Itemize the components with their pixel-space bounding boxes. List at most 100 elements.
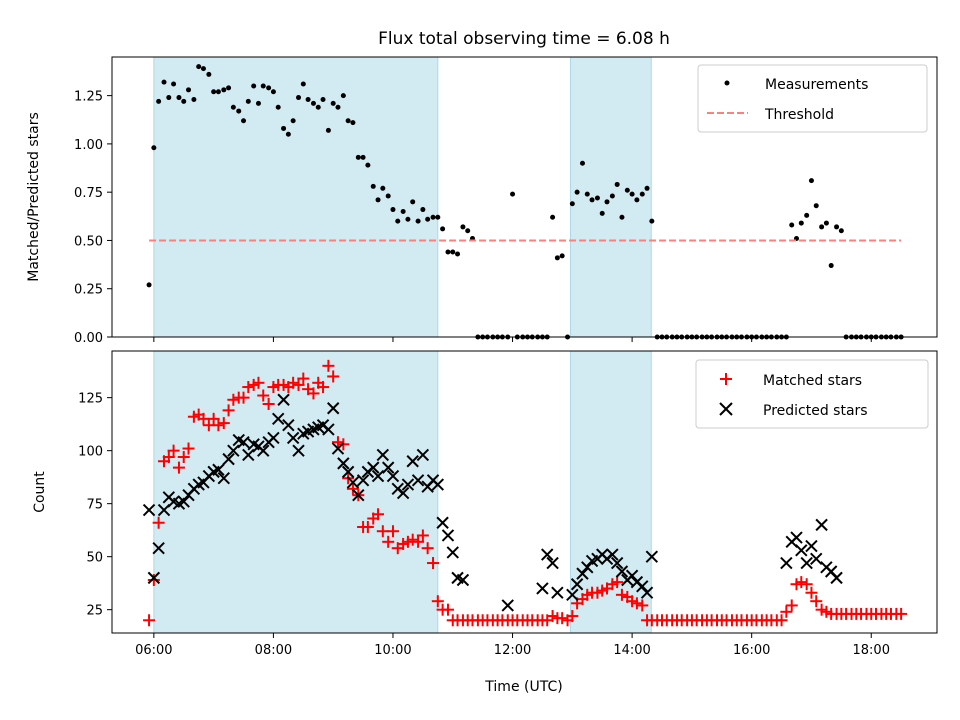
matched-stars-point	[556, 612, 569, 625]
x-stroke-b	[551, 586, 564, 599]
x-stroke-b	[242, 448, 255, 462]
predicted-stars-point	[411, 474, 425, 487]
matched-stars-point	[143, 614, 156, 627]
x-tick-label: 06:00	[135, 643, 172, 658]
predicted-stars-point	[147, 571, 161, 585]
predicted-stars-point	[800, 556, 813, 570]
measurements-point	[206, 71, 212, 77]
measurements-point	[151, 145, 157, 151]
x-stroke-b	[341, 465, 355, 479]
matched-stars-point	[406, 533, 419, 546]
measurements-point	[550, 214, 556, 220]
predicted-stars-point	[456, 573, 470, 587]
y-tick-label: 50	[86, 551, 103, 566]
y-tick-label: 25	[86, 604, 103, 619]
x-stroke-b	[436, 516, 449, 529]
x-stroke-b	[606, 548, 619, 561]
x-stroke-b	[446, 546, 459, 559]
legend-matched-label: Matched stars	[763, 373, 862, 389]
matched-stars-point	[257, 389, 270, 402]
predicted-stars-point	[610, 556, 624, 570]
x-stroke-b	[541, 548, 554, 561]
x-stroke-b	[396, 486, 410, 500]
y-tick-label: 0.00	[74, 331, 103, 346]
predicted-stars-point	[352, 488, 365, 502]
predicted-stars-point	[606, 548, 619, 561]
measurements-point	[296, 95, 302, 101]
measurements-point	[579, 160, 585, 166]
x-stroke-b	[810, 552, 823, 565]
x-stroke-b	[610, 556, 624, 570]
measurements-point	[574, 189, 580, 195]
matched-stars-point	[237, 391, 250, 404]
measurements-point	[260, 83, 266, 89]
x-stroke-b	[147, 571, 161, 585]
x-stroke-b	[536, 582, 549, 595]
ratio-plot-marks	[146, 64, 904, 340]
predicted-stars-point	[625, 569, 639, 582]
measurements-point	[181, 98, 187, 104]
x-stroke-b	[824, 565, 838, 578]
observing-window-shading	[153, 350, 652, 634]
matched-stars-point	[152, 516, 165, 529]
matched-stars-point	[182, 442, 195, 455]
matched-stars-point	[227, 393, 240, 406]
count-y-axis-label: Count	[32, 471, 48, 513]
x-stroke-b	[282, 419, 295, 432]
predicted-stars-point	[142, 503, 156, 517]
predicted-stars-point	[501, 599, 514, 612]
matched-stars-point	[292, 378, 305, 391]
observing-window-2	[570, 350, 652, 634]
y-tick-label: 1.25	[74, 90, 103, 105]
count-panel: 25 50 75 100 125 06:00 08:00 10:00 12:00 14:00 16…	[32, 350, 938, 695]
predicted-stars-point	[376, 448, 390, 462]
x-stroke-b	[615, 565, 629, 578]
measurements-point	[196, 64, 202, 70]
measurements-point	[236, 108, 242, 114]
measurements-point	[510, 191, 516, 197]
matched-stars-point	[416, 529, 429, 542]
measurements-point	[410, 199, 416, 205]
x-stroke-b	[222, 452, 235, 466]
x-stroke-b	[566, 588, 579, 602]
matched-stars-point	[307, 387, 320, 400]
x-stroke-b	[257, 444, 270, 457]
predicted-stars-point	[636, 580, 649, 593]
measurements-point	[589, 197, 595, 203]
x-stroke-b	[576, 567, 589, 580]
x-tick-label: 14:00	[613, 643, 650, 658]
measurements-point	[813, 203, 819, 209]
x-stroke-b	[815, 518, 828, 532]
count-axes-frame	[111, 350, 938, 634]
matched-stars-point	[287, 376, 300, 389]
legend-threshold-label: Threshold	[764, 107, 834, 123]
measurements-point	[619, 214, 625, 220]
measurements-point	[285, 131, 291, 137]
matched-stars-point	[780, 605, 793, 618]
predicted-stars-point	[576, 567, 589, 580]
matched-stars-point	[800, 578, 813, 591]
predicted-stars-point	[541, 548, 554, 561]
x-stroke-b	[401, 478, 415, 491]
predicted-stars-point	[237, 435, 250, 449]
measurements-point	[360, 154, 366, 160]
predicted-stars-point	[401, 478, 415, 491]
measurements-point	[634, 197, 640, 203]
x-stroke-b	[456, 573, 470, 587]
measurements-point	[245, 98, 251, 104]
x-stroke-b	[331, 442, 345, 455]
x-stroke-b	[322, 423, 335, 436]
measurements-point	[828, 263, 834, 269]
measurements-point	[395, 218, 401, 224]
predicted-stars-point	[227, 444, 240, 457]
measurements-point	[251, 83, 257, 89]
measurements-point	[430, 214, 436, 220]
count-plot-marks	[142, 359, 908, 627]
x-stroke-b	[581, 561, 594, 574]
predicted-stars-point	[242, 448, 255, 462]
x-stroke-b	[501, 599, 514, 612]
predicted-stars-point	[331, 442, 345, 455]
predicted-stars-point	[566, 588, 579, 602]
measurements-point	[191, 96, 197, 102]
matched-stars-point	[147, 573, 160, 586]
